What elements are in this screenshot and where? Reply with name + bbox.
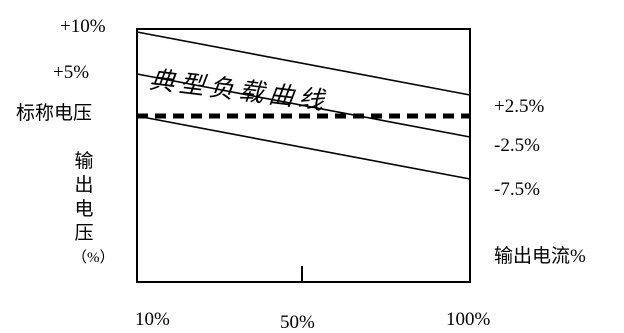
right-label: -7.5% <box>494 179 540 200</box>
x-tick-label: 100% <box>446 309 491 330</box>
y-axis-label-char: 电 <box>74 199 94 220</box>
y-axis-label-char: （%） <box>72 250 115 266</box>
y-axis-label: 输 出 电 压 （%） <box>72 150 115 270</box>
y-tick-label: +10% <box>60 16 106 37</box>
series-layer <box>136 31 471 180</box>
y-axis-label-char: 输 <box>74 151 94 172</box>
x-tick-label: 50% <box>280 312 315 333</box>
right-label: +2.5% <box>494 96 545 117</box>
right-label: -2.5% <box>494 135 540 156</box>
y-axis-label-char: 压 <box>74 223 94 244</box>
y-axis-label-char: 出 <box>74 175 94 196</box>
series-line <box>136 73 471 138</box>
x-tick-label: 10% <box>135 309 170 330</box>
x-axis-label: 输出电流% <box>494 246 586 267</box>
series-line <box>136 31 471 96</box>
nominal-voltage-label: 标称电压 <box>16 103 93 124</box>
plot-frame <box>136 28 471 283</box>
series-line <box>136 115 471 180</box>
y-tick-label: +5% <box>53 62 90 83</box>
